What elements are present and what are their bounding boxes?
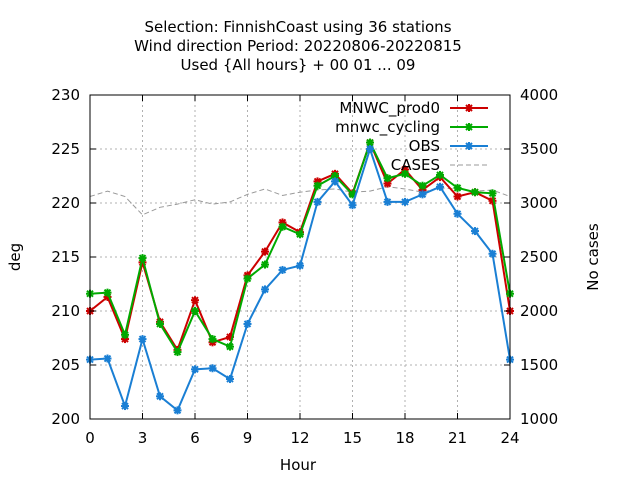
y2-tick-label: 3500 (520, 140, 558, 158)
x-tick-label: 24 (500, 429, 519, 447)
y2-axis-label: No cases (584, 223, 602, 291)
y-tick-label: 210 (51, 302, 80, 320)
data-point (348, 201, 357, 210)
y2-tick-label: 2500 (520, 248, 558, 266)
data-point (453, 192, 462, 201)
y-tick-label: 225 (51, 140, 80, 158)
data-point (296, 230, 304, 239)
data-point (103, 354, 112, 363)
title-line-1: Selection: FinnishCoast using 36 station… (144, 18, 451, 36)
title-line-2: Wind direction Period: 20220806-20220815 (134, 37, 462, 55)
data-point (366, 138, 374, 147)
data-point (418, 190, 427, 199)
data-point (261, 285, 269, 294)
data-point (278, 222, 287, 231)
data-point (103, 288, 112, 297)
y-tick-label: 205 (51, 356, 80, 374)
data-point (471, 227, 479, 236)
x-tick-label: 3 (138, 429, 148, 447)
data-point (156, 392, 164, 401)
data-point (121, 330, 129, 339)
data-point (453, 183, 462, 192)
y-tick-label: 230 (51, 86, 80, 104)
series-layer (86, 138, 514, 415)
data-point (173, 348, 182, 357)
x-axis-label: Hour (280, 456, 317, 474)
data-point (243, 319, 252, 328)
data-point (191, 296, 199, 305)
data-point (138, 254, 147, 263)
data-point (418, 181, 427, 190)
x-tick-label: 12 (290, 429, 309, 447)
data-point (488, 249, 497, 258)
chart-title: Selection: FinnishCoast using 36 station… (134, 18, 462, 74)
data-point (401, 169, 409, 178)
y2-tick-label: 1000 (520, 410, 558, 428)
data-point (453, 209, 462, 218)
legend-item: OBS (409, 137, 488, 155)
data-point (121, 402, 129, 411)
legend-label: OBS (409, 137, 440, 155)
legend-label: mnwc_cycling (335, 118, 440, 137)
data-point (488, 189, 497, 198)
x-tick-label: 15 (343, 429, 362, 447)
data-point (191, 365, 199, 374)
y-tick-label: 200 (51, 410, 80, 428)
axes-text: 0 3 6 9 12 15 18 21 24 200 205 210 215 220 225 230 1000 1… (51, 86, 558, 447)
data-point (296, 261, 304, 270)
data-point (436, 170, 444, 179)
data-point (191, 307, 199, 315)
data-point (243, 274, 252, 283)
legend-item: CASES (391, 156, 488, 174)
y-tick-label: 220 (51, 194, 80, 212)
data-point (173, 406, 182, 415)
legend-label: MNWC_prod0 (339, 99, 440, 118)
data-point (471, 188, 479, 197)
legend-marker (465, 104, 473, 112)
title-line-3: Used {All hours} + 00 01 ... 09 (181, 56, 416, 74)
x-tick-label: 18 (395, 429, 414, 447)
x-tick-label: 0 (85, 429, 95, 447)
x-tick-label: 9 (243, 429, 253, 447)
x-tick-label: 21 (448, 429, 467, 447)
data-point (261, 260, 269, 269)
data-point (366, 145, 374, 153)
data-point (383, 197, 392, 206)
data-point (208, 364, 217, 373)
data-point (401, 197, 409, 206)
data-point (278, 265, 287, 274)
data-point (208, 335, 217, 344)
y2-tick-label: 2000 (520, 302, 558, 320)
y2-tick-label: 3000 (520, 194, 558, 212)
data-point (383, 174, 392, 183)
y-axis-label: deg (6, 243, 24, 271)
data-point (313, 197, 322, 206)
data-point (226, 342, 234, 351)
data-point (436, 182, 444, 191)
series-mnwc-cycling (86, 138, 514, 357)
legend-item: mnwc_cycling (335, 118, 488, 137)
data-point (261, 247, 269, 256)
data-point (313, 181, 322, 190)
data-point (226, 375, 234, 384)
legend-label: CASES (391, 156, 440, 174)
y2-tick-label: 4000 (520, 86, 558, 104)
legend-item: MNWC_prod0 (339, 99, 488, 118)
data-point (138, 335, 147, 344)
grid (90, 95, 510, 419)
x-tick-label: 6 (190, 429, 200, 447)
y-tick-label: 215 (51, 248, 80, 266)
series-obs (86, 145, 514, 415)
legend-marker (465, 142, 473, 150)
y2-tick-label: 1500 (520, 356, 558, 374)
data-point (331, 177, 339, 186)
legend-marker (465, 123, 473, 131)
data-point (156, 319, 164, 328)
